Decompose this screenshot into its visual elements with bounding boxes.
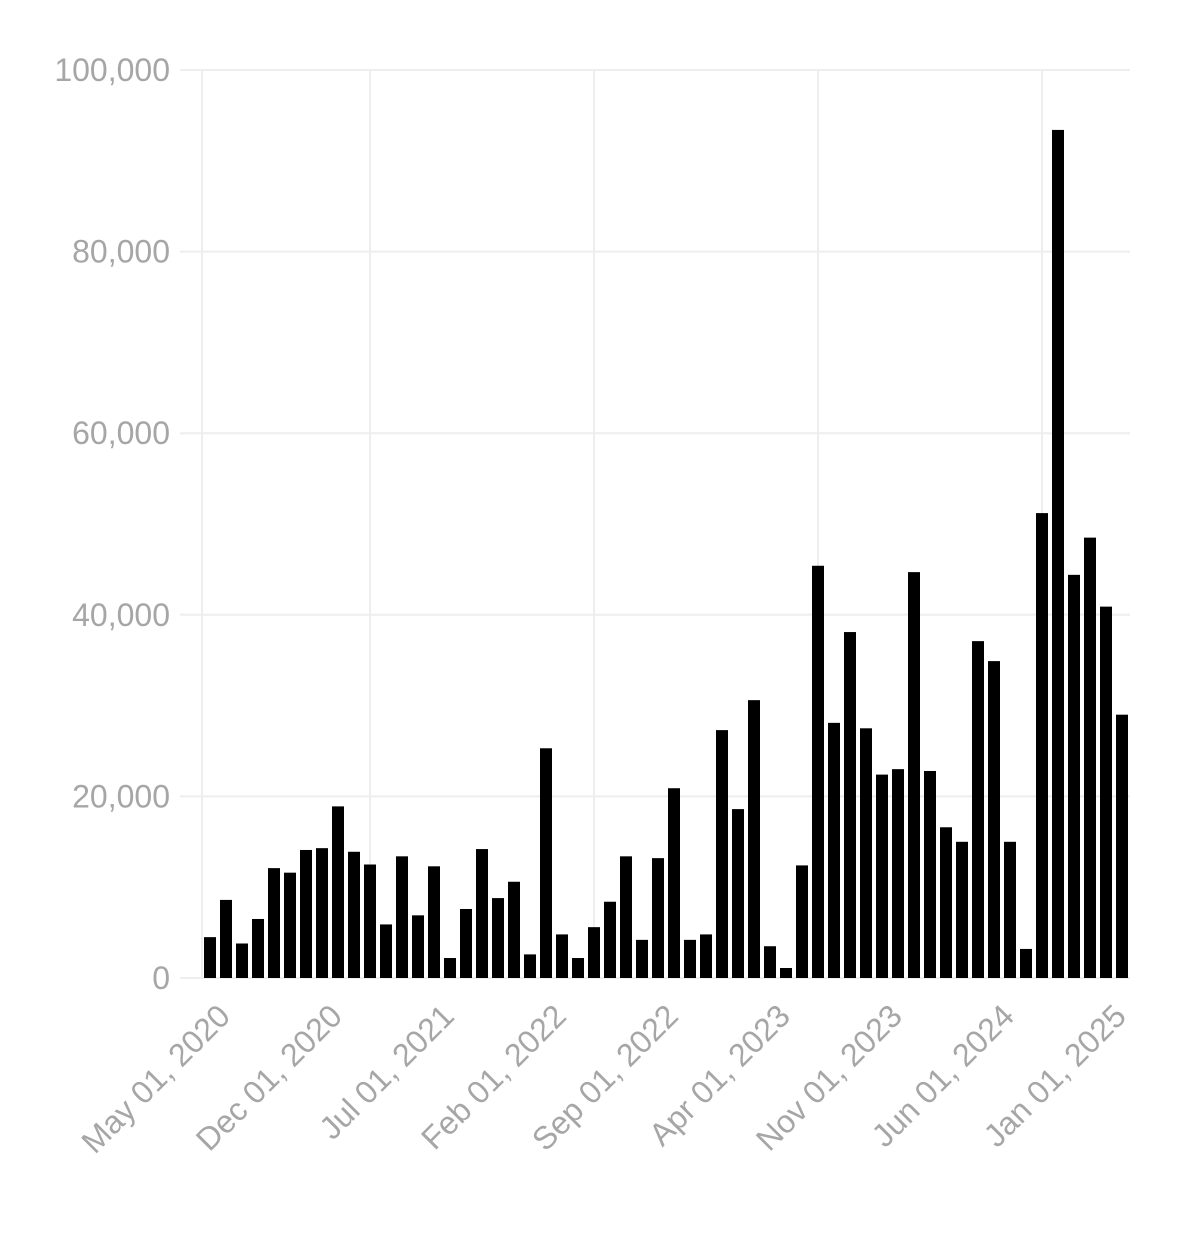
bar	[908, 572, 920, 978]
bar	[684, 939, 696, 978]
bar	[700, 934, 712, 978]
bar	[348, 851, 360, 978]
bar	[428, 866, 440, 978]
bar	[892, 769, 904, 978]
y-tick-label: 0	[152, 960, 170, 996]
bar	[316, 848, 328, 978]
bar	[1004, 841, 1016, 978]
bar	[220, 899, 232, 978]
y-tick-label: 40,000	[72, 597, 170, 633]
bar	[860, 728, 872, 978]
bar	[364, 864, 376, 978]
bar	[460, 908, 472, 978]
bar	[252, 918, 264, 978]
bar	[268, 868, 280, 978]
bar	[796, 865, 808, 978]
bar	[300, 849, 312, 978]
bar	[380, 924, 392, 978]
bar	[332, 806, 344, 978]
bar	[1100, 606, 1112, 978]
bar	[780, 968, 792, 978]
bar	[1116, 714, 1128, 978]
bar	[668, 788, 680, 978]
bar	[956, 841, 968, 978]
bar	[604, 901, 616, 978]
bar	[284, 872, 296, 978]
bar	[716, 730, 728, 978]
bar	[636, 939, 648, 978]
bar	[524, 954, 536, 978]
bar	[412, 915, 424, 978]
bar	[572, 958, 584, 978]
bar	[540, 748, 552, 978]
bar	[972, 641, 984, 978]
bar	[444, 958, 456, 978]
bar	[1084, 537, 1096, 978]
bar	[588, 927, 600, 978]
bar	[764, 946, 776, 978]
bar	[940, 827, 952, 978]
bar	[652, 858, 664, 978]
bar	[988, 661, 1000, 978]
bar	[812, 565, 824, 978]
y-tick-label: 80,000	[72, 234, 170, 270]
y-tick-label: 60,000	[72, 415, 170, 451]
bar	[556, 934, 568, 978]
bar	[876, 774, 888, 978]
y-tick-label: 20,000	[72, 778, 170, 814]
bar	[476, 849, 488, 978]
bar	[1052, 129, 1064, 979]
bar	[508, 881, 520, 978]
bar	[748, 700, 760, 978]
bar	[492, 898, 504, 978]
y-tick-label: 100,000	[54, 52, 170, 88]
bar	[236, 943, 248, 978]
bar	[1020, 948, 1032, 978]
bar	[844, 632, 856, 978]
bar	[732, 809, 744, 978]
bar	[924, 770, 936, 978]
bar	[620, 856, 632, 978]
bar	[1068, 574, 1080, 978]
bar	[396, 856, 408, 978]
bar	[204, 937, 216, 978]
bar	[828, 722, 840, 978]
bar	[1036, 513, 1048, 978]
